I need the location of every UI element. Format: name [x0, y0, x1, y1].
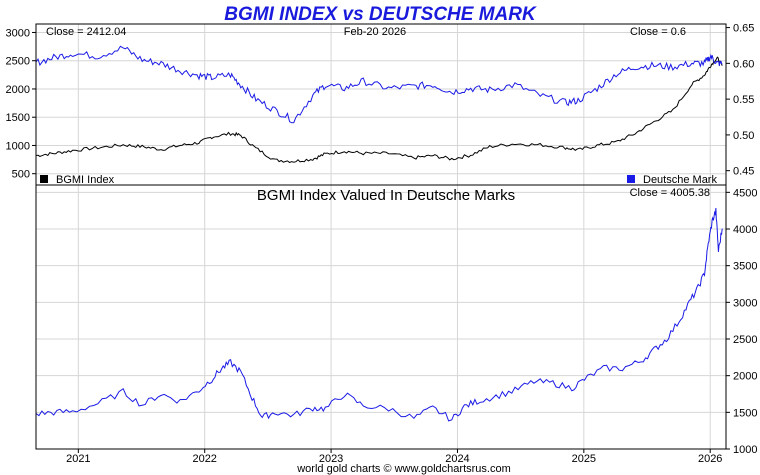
right-tick-label-0.55: 0.55	[733, 94, 754, 106]
legend-label-bgmi-index: BGMI Index	[56, 174, 115, 186]
left-tick-label-2000: 2000	[6, 84, 30, 96]
top-left-axis: 500 1000 1500 2000 2500 3000	[6, 27, 36, 181]
chart-title: BGMI INDEX vs DEUTSCHE MARK	[224, 4, 537, 25]
bottom-panel-grid	[36, 185, 726, 450]
series-line-bgmi-index	[35, 56, 723, 164]
bottom-tick-label-1000: 1000	[733, 444, 757, 456]
x-tick-label-2024: 2024	[445, 453, 469, 465]
footer-credit: world gold charts © www.goldchartsrus.co…	[296, 463, 511, 475]
date-label: Feb-20 2026	[344, 26, 406, 38]
series-line-deutsche-mark	[35, 45, 723, 124]
x-axis: 2021 2022 2023 2024 2025 2026	[66, 449, 722, 465]
top-panel-frame	[35, 23, 727, 186]
left-tick-label-3000: 3000	[6, 27, 30, 39]
left-tick-label-500: 500	[12, 169, 30, 181]
bottom-panel-series	[35, 207, 723, 422]
bottom-tick-label-3000: 3000	[733, 297, 757, 309]
top-panel-grid	[36, 24, 726, 185]
series-line-bgmi-in-deutsche-marks	[35, 207, 723, 422]
legend-swatch-bgmi-index	[40, 175, 48, 183]
left-tick-label-1500: 1500	[6, 112, 30, 124]
bottom-tick-label-2500: 2500	[733, 334, 757, 346]
right-tick-label-0.65: 0.65	[733, 23, 754, 35]
bottom-tick-label-2000: 2000	[733, 371, 757, 383]
x-tick-label-2026: 2026	[698, 453, 722, 465]
bottom-panel-subtitle: BGMI Index Valued In Deutsche Marks	[257, 187, 515, 204]
x-tick-label-2022: 2022	[192, 453, 216, 465]
right-close-label: Close = 0.6	[630, 26, 686, 38]
left-close-label: Close = 2412.04	[46, 26, 126, 38]
right-tick-label-0.50: 0.50	[733, 130, 754, 142]
x-tick-label-2021: 2021	[66, 453, 90, 465]
top-right-axis: 0.45 0.50 0.55 0.60 0.65	[726, 23, 754, 178]
left-tick-label-1000: 1000	[6, 140, 30, 152]
top-panel-series	[35, 45, 723, 164]
bottom-tick-label-3500: 3500	[733, 261, 757, 273]
x-tick-label-2023: 2023	[319, 453, 343, 465]
legend-label-deutsche-mark: Deutsche Mark	[643, 174, 717, 186]
legend-swatch-deutsche-mark	[627, 175, 635, 183]
right-tick-label-0.60: 0.60	[733, 58, 754, 70]
bottom-right-axis: 1000 1500 2000 2500 3000 3500 4000 4500	[726, 187, 757, 456]
bottom-tick-label-4000: 4000	[733, 224, 757, 236]
x-tick-label-2025: 2025	[572, 453, 596, 465]
right-tick-label-0.45: 0.45	[733, 166, 754, 178]
left-tick-label-2500: 2500	[6, 56, 30, 68]
bottom-tick-label-1500: 1500	[733, 407, 757, 419]
bottom-panel-frame	[35, 184, 727, 450]
bottom-close-label: Close = 4005.38	[630, 187, 710, 199]
bottom-tick-label-4500: 4500	[733, 187, 757, 199]
